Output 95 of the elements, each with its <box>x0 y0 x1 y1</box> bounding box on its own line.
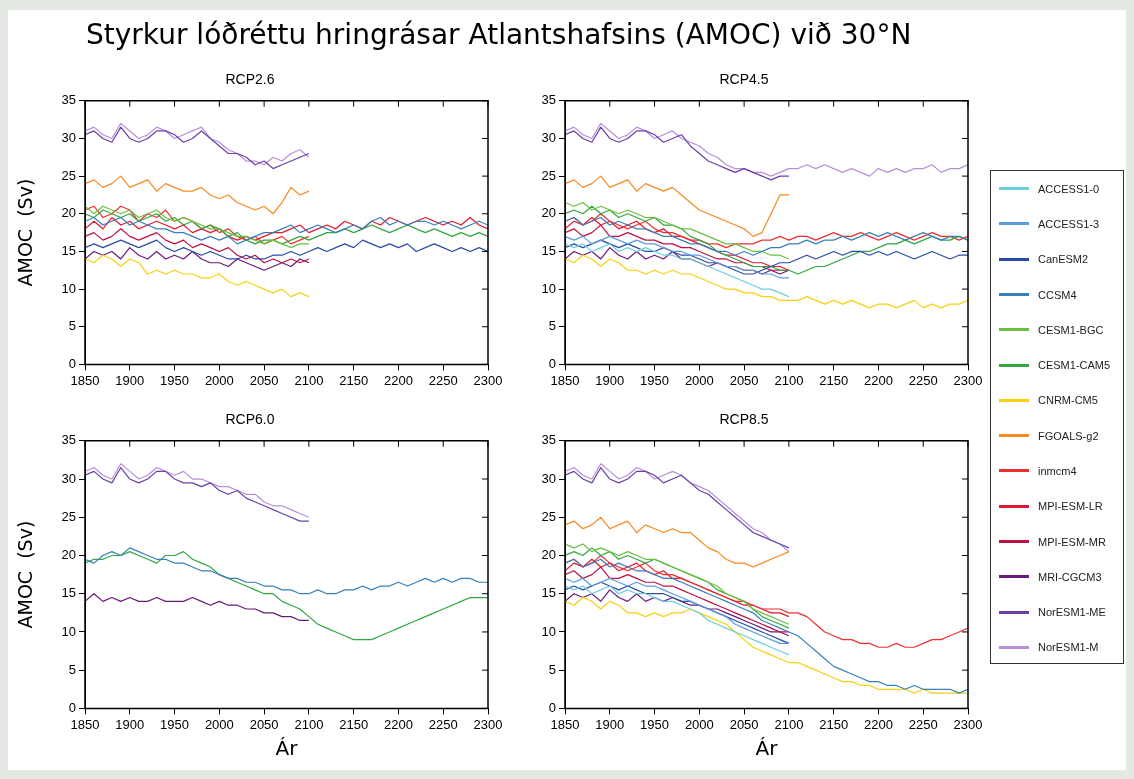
x-tick-label: 2000 <box>684 372 714 388</box>
x-tick-label: 1950 <box>160 372 190 388</box>
legend-label: NorESM1-M <box>1038 641 1099 654</box>
x-tick-label: 2050 <box>249 372 279 388</box>
legend-label: inmcm4 <box>1038 464 1077 477</box>
y-tick-label: 20 <box>61 205 76 221</box>
x-tick-label: 2150 <box>819 372 849 388</box>
x-tick-label: 2200 <box>383 716 413 732</box>
y-tick-label: 5 <box>68 318 76 334</box>
chart-title: RCP4.5 <box>719 71 769 88</box>
x-tick-label: 2250 <box>428 716 458 732</box>
y-tick-label: 0 <box>548 699 556 715</box>
y-tick-label: 35 <box>541 92 556 108</box>
x-tick-label: 1850 <box>550 716 580 732</box>
x-tick-label: 2250 <box>908 372 938 388</box>
x-tick-label: 2300 <box>473 372 503 388</box>
x-tick-label: 2100 <box>774 716 804 732</box>
y-tick-label: 5 <box>548 661 556 677</box>
y-tick-label: 15 <box>61 585 76 601</box>
legend-label: CESM1-CAM5 <box>1038 359 1111 372</box>
y-tick-label: 10 <box>541 623 556 639</box>
x-tick-label: 2250 <box>908 716 938 732</box>
x-tick-label: 1850 <box>550 372 580 388</box>
x-tick-label: 2300 <box>953 716 983 732</box>
x-axis-title: Ár <box>275 736 299 761</box>
legend-label: MPI-ESM-MR <box>1038 535 1106 548</box>
y-axis-title: AMOC (Sv) <box>14 520 37 629</box>
legend-label: CESM1-BGC <box>1038 323 1104 336</box>
x-tick-label: 2050 <box>249 716 279 732</box>
y-tick-label: 0 <box>68 699 76 715</box>
y-tick-label: 30 <box>541 130 556 146</box>
x-tick-label: 2150 <box>339 372 369 388</box>
x-tick-label: 2300 <box>953 372 983 388</box>
x-tick-label: 2000 <box>684 716 714 732</box>
y-tick-label: 25 <box>61 167 76 183</box>
x-tick-label: 1900 <box>115 716 145 732</box>
y-tick-label: 25 <box>61 508 76 524</box>
y-tick-label: 5 <box>548 318 556 334</box>
y-tick-label: 5 <box>68 661 76 677</box>
x-axis-title: Ár <box>755 736 779 761</box>
x-tick-label: 1900 <box>115 372 145 388</box>
y-tick-label: 30 <box>61 130 76 146</box>
legend-label: CanESM2 <box>1038 253 1089 266</box>
x-tick-label: 2100 <box>294 716 324 732</box>
y-tick-label: 35 <box>541 432 556 448</box>
x-tick-label: 1950 <box>160 716 190 732</box>
y-tick-label: 15 <box>541 243 556 259</box>
x-tick-label: 1950 <box>640 372 670 388</box>
legend-label: NorESM1-ME <box>1038 606 1106 619</box>
x-tick-label: 2000 <box>204 716 234 732</box>
x-tick-label: 2150 <box>339 716 369 732</box>
x-tick-label: 2050 <box>729 372 759 388</box>
y-tick-label: 25 <box>541 508 556 524</box>
y-tick-label: 0 <box>548 355 556 371</box>
legend-label: CNRM-CM5 <box>1038 394 1098 407</box>
x-tick-label: 2000 <box>204 372 234 388</box>
legend-label: MPI-ESM-LR <box>1038 500 1103 513</box>
y-tick-label: 20 <box>541 205 556 221</box>
text: Styrkur lóðréttu hringrásar Atlantshafsins (AMOC) við 30°N <box>86 18 913 51</box>
x-tick-label: 2300 <box>473 716 503 732</box>
y-axis-title: AMOC (Sv) <box>14 178 37 287</box>
y-tick-label: 20 <box>541 547 556 563</box>
x-tick-label: 2200 <box>863 716 893 732</box>
x-tick-label: 1850 <box>70 716 100 732</box>
y-tick-label: 10 <box>541 280 556 296</box>
chart-title: RCP8.5 <box>719 411 769 428</box>
x-tick-label: 1900 <box>595 716 625 732</box>
legend-label: CCSM4 <box>1038 288 1077 301</box>
y-tick-label: 0 <box>68 355 76 371</box>
y-tick-label: 15 <box>61 243 76 259</box>
x-tick-label: 1950 <box>640 716 670 732</box>
x-tick-label: 2250 <box>428 372 458 388</box>
y-tick-label: 20 <box>61 547 76 563</box>
y-tick-label: 35 <box>61 92 76 108</box>
y-tick-label: 30 <box>541 470 556 486</box>
legend-label: MRI-CGCM3 <box>1038 570 1102 583</box>
x-tick-label: 2100 <box>294 372 324 388</box>
x-tick-label: 1900 <box>595 372 625 388</box>
legend-label: ACCESS1-0 <box>1038 182 1100 195</box>
x-tick-label: 2200 <box>383 372 413 388</box>
y-tick-label: 30 <box>61 470 76 486</box>
legend-label: FGOALS-g2 <box>1038 429 1099 442</box>
y-tick-label: 25 <box>541 167 556 183</box>
y-tick-label: 15 <box>541 585 556 601</box>
y-tick-label: 10 <box>61 280 76 296</box>
x-tick-label: 2050 <box>729 716 759 732</box>
chart-title: RCP6.0 <box>225 411 275 428</box>
legend-label: ACCESS1-3 <box>1038 217 1100 230</box>
x-tick-label: 2100 <box>774 372 804 388</box>
y-tick-label: 35 <box>61 432 76 448</box>
x-tick-label: 1850 <box>70 372 100 388</box>
x-tick-label: 2200 <box>863 372 893 388</box>
y-tick-label: 10 <box>61 623 76 639</box>
chart-title: RCP2.6 <box>225 71 275 88</box>
x-tick-label: 2150 <box>819 716 849 732</box>
